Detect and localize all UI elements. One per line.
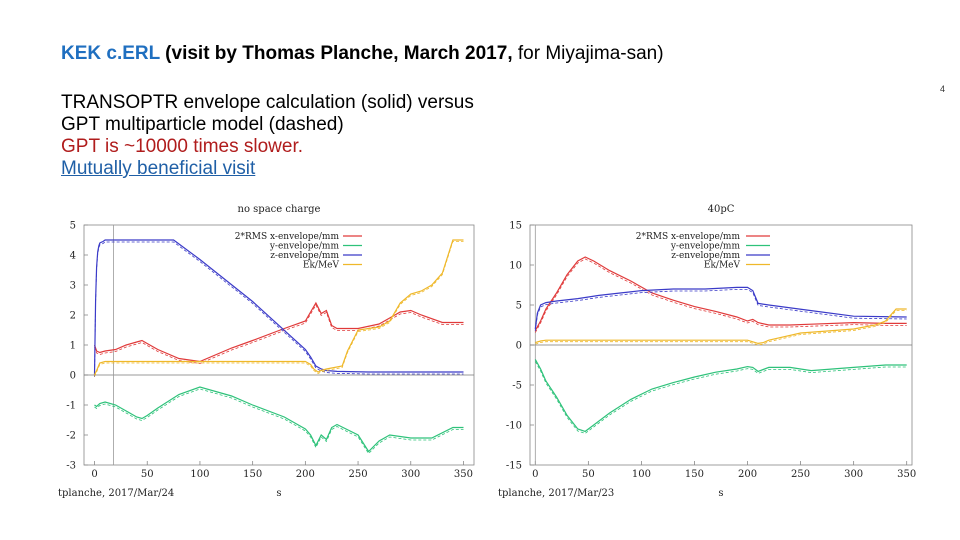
x-tick-label: 100 bbox=[632, 469, 651, 480]
y-tick-label: -15 bbox=[506, 461, 522, 472]
x-tick-label: 50 bbox=[582, 469, 595, 480]
y-tick-label: 5 bbox=[70, 221, 76, 232]
series-line-1 bbox=[534, 256, 907, 331]
legend-label-2: y-envelope/mm bbox=[269, 242, 340, 252]
x-tick-label: 0 bbox=[91, 469, 97, 480]
series-line-4 bbox=[535, 308, 907, 345]
page-number: 4 bbox=[940, 84, 946, 94]
y-tick-label: 3 bbox=[70, 281, 76, 292]
x-tick-label: 200 bbox=[738, 469, 757, 480]
body-text: TRANSOPTR envelope calculation (solid) v… bbox=[61, 92, 474, 180]
x-tick-label: 150 bbox=[243, 469, 262, 480]
x-tick-label: 50 bbox=[141, 469, 154, 480]
y-tick-label: 2 bbox=[70, 311, 76, 322]
title-kek: KEK c.ERL bbox=[61, 43, 160, 64]
legend-label-2: y-envelope/mm bbox=[670, 242, 741, 252]
slide-title: KEK c.ERL (visit by Thomas Planche, Marc… bbox=[61, 43, 664, 65]
x-tick-label: 300 bbox=[401, 469, 420, 480]
y-tick-label: 0 bbox=[70, 371, 76, 382]
series-line-3 bbox=[93, 239, 464, 376]
x-tick-label: 250 bbox=[791, 469, 810, 480]
legend-label-4: Ek/MeV bbox=[303, 261, 340, 271]
y-tick-label: 10 bbox=[509, 261, 522, 272]
legend-label-1: 2*RMS x-envelope/mm bbox=[235, 232, 340, 242]
series-dashed-3 bbox=[94, 241, 464, 378]
mutually-beneficial-link[interactable]: Mutually beneficial visit bbox=[61, 158, 256, 179]
y-tick-label: -5 bbox=[512, 381, 522, 392]
body-line-1: TRANSOPTR envelope calculation (solid) v… bbox=[61, 92, 474, 113]
body-line-2: GPT multiparticle model (dashed) bbox=[61, 114, 344, 135]
series-line-3 bbox=[534, 286, 907, 330]
y-tick-label: 1 bbox=[70, 341, 76, 352]
y-tick-label: -10 bbox=[506, 421, 522, 432]
x-tick-label: 350 bbox=[897, 469, 916, 480]
y-tick-label: -3 bbox=[66, 461, 76, 472]
body-line-3: GPT is ~10000 times slower. bbox=[61, 136, 304, 157]
series-dashed-4 bbox=[94, 241, 464, 377]
series-dashed-4 bbox=[535, 310, 907, 346]
y-tick-label: -2 bbox=[66, 431, 76, 442]
x-tick-label: 300 bbox=[844, 469, 863, 480]
x-tick-label: 250 bbox=[349, 469, 368, 480]
chart-title: 40pC bbox=[708, 204, 735, 215]
series-dashed-1 bbox=[534, 258, 907, 333]
title-rest: for Miyajima-san) bbox=[512, 43, 664, 64]
legend-label-3: z-envelope/mm bbox=[270, 251, 339, 261]
y-tick-label: 4 bbox=[70, 251, 76, 262]
title-visit: (visit by Thomas Planche, March 2017, bbox=[159, 43, 513, 64]
y-tick-label: -1 bbox=[66, 401, 76, 412]
legend-label-4: Ek/MeV bbox=[704, 261, 741, 271]
chart-footer: tplanche, 2017/Mar/23 bbox=[498, 488, 614, 499]
x-tick-label: 100 bbox=[190, 469, 209, 480]
y-tick-label: 5 bbox=[516, 301, 522, 312]
x-tick-label: 200 bbox=[296, 469, 315, 480]
legend-label-3: z-envelope/mm bbox=[671, 251, 740, 261]
series-line-2 bbox=[534, 359, 907, 433]
y-tick-label: 15 bbox=[509, 221, 522, 232]
series-dashed-3 bbox=[534, 288, 907, 332]
series-dashed-2 bbox=[94, 388, 464, 455]
x-tick-label: 150 bbox=[685, 469, 704, 480]
series-line-2 bbox=[94, 386, 464, 453]
series-line-4 bbox=[93, 239, 464, 376]
chart-footer: tplanche, 2017/Mar/24 bbox=[58, 488, 174, 499]
x-axis-label: s bbox=[718, 488, 723, 499]
legend-label-1: 2*RMS x-envelope/mm bbox=[636, 232, 741, 242]
y-tick-label: 0 bbox=[516, 341, 522, 352]
x-tick-label: 0 bbox=[532, 469, 538, 480]
chart-title: no space charge bbox=[238, 204, 321, 215]
series-dashed-2 bbox=[534, 361, 907, 434]
x-tick-label: 350 bbox=[454, 469, 473, 480]
x-axis-label: s bbox=[276, 488, 281, 499]
